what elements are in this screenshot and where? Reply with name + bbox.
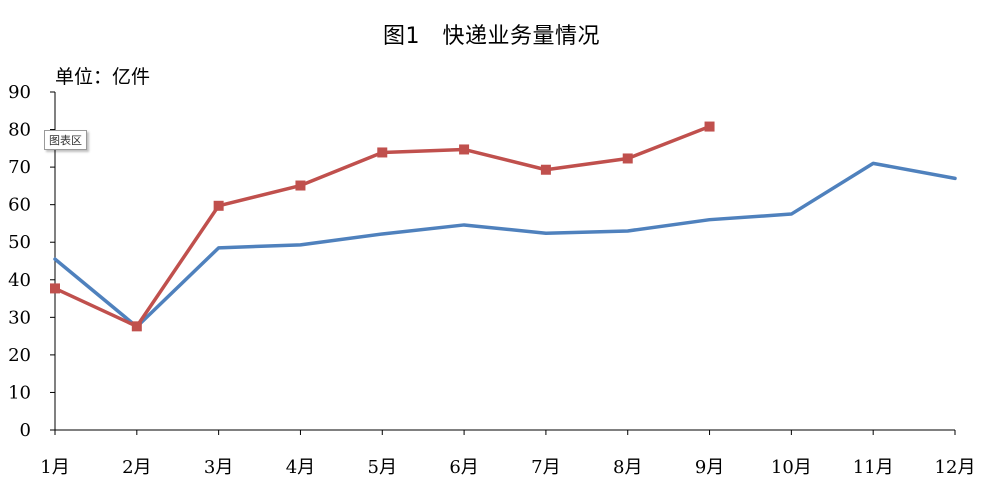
chart-title: 图1 快递业务量情况	[383, 24, 600, 49]
series-2-point	[459, 144, 470, 155]
series-2-point	[377, 147, 388, 158]
x-tick-label: 3月	[204, 457, 233, 478]
y-tick-label: 50	[8, 232, 31, 253]
series-2-point	[50, 283, 60, 294]
unit-label: 单位：亿件	[55, 66, 151, 88]
series-2-point	[131, 321, 142, 332]
x-tick-label: 12月	[935, 457, 976, 478]
series-2-point	[295, 180, 306, 191]
x-tick-label: 9月	[695, 457, 724, 478]
x-tick-label: 2月	[122, 457, 151, 478]
series-2-point	[213, 200, 224, 211]
x-tick-label: 7月	[531, 457, 560, 478]
y-tick-label: 90	[8, 82, 31, 103]
y-tick-label: 10	[8, 382, 31, 403]
x-tick-label: 4月	[286, 457, 315, 478]
y-tick-label: 0	[20, 420, 31, 441]
x-tick-label: 11月	[853, 457, 894, 478]
y-tick-label: 60	[8, 195, 31, 216]
y-tick-label: 70	[8, 157, 31, 178]
series-2-point	[704, 121, 715, 132]
y-tick-label: 30	[8, 307, 31, 328]
y-tick-label: 40	[8, 270, 31, 291]
series-2-point	[540, 164, 551, 175]
y-tick-label: 80	[8, 120, 31, 141]
x-tick-label: 8月	[613, 457, 642, 478]
x-tick-label: 6月	[449, 457, 478, 478]
x-tick-label: 1月	[40, 457, 69, 478]
series-line-1	[53, 161, 957, 329]
series-2-point	[622, 153, 633, 164]
chart-area-tooltip: 图表区	[44, 130, 87, 150]
x-tick-label: 10月	[771, 457, 812, 478]
x-tick-label: 5月	[368, 457, 397, 478]
y-tick-label: 20	[8, 345, 31, 366]
